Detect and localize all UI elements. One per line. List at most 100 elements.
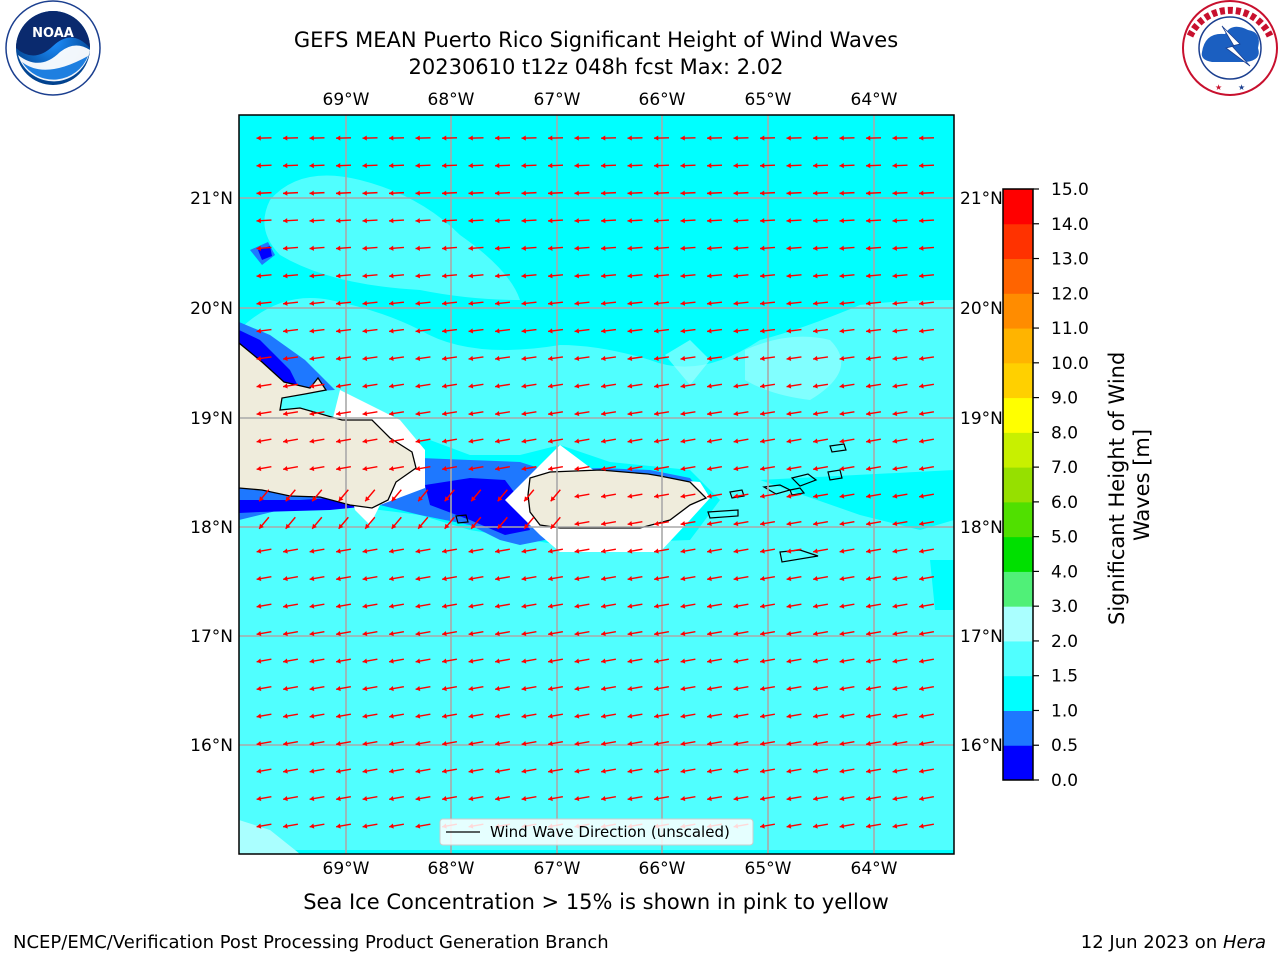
wave-direction-arrowhead — [707, 548, 712, 554]
lat-label-right: 20°N — [960, 299, 1003, 319]
wave-direction-arrowhead — [574, 355, 580, 361]
wave-direction-arrowhead — [866, 796, 871, 802]
wave-direction-arrowhead — [415, 218, 420, 224]
wave-direction-arrowhead — [601, 273, 606, 279]
wave-direction-arrowhead — [707, 328, 712, 334]
wave-direction-arrowhead — [627, 466, 633, 472]
wave-direction-arrowhead — [336, 466, 341, 472]
wave-direction-arrowhead — [574, 576, 580, 582]
wave-direction-arrowhead — [839, 741, 845, 747]
wave-direction-arrowhead — [256, 631, 262, 637]
wave-direction-arrowhead — [283, 328, 288, 334]
wave-direction-arrowhead — [471, 496, 476, 502]
wave-direction-arrowhead — [707, 300, 712, 306]
wave-direction-arrowhead — [786, 686, 792, 692]
wave-direction-arrowhead — [733, 218, 738, 224]
wave-direction-arrowhead — [283, 768, 288, 774]
wave-direction-arrowhead — [468, 218, 473, 224]
wave-direction-arrowhead — [786, 521, 792, 527]
wave-direction-arrowhead — [442, 658, 447, 664]
wave-direction-arrowhead — [733, 796, 739, 802]
wave-direction-arrowhead — [521, 218, 526, 224]
wave-direction-arrowhead — [707, 218, 712, 224]
wave-direction-arrowhead — [627, 658, 633, 664]
wave-direction-arrowhead — [892, 383, 898, 389]
wave-direction-arrowhead — [442, 273, 447, 279]
wave-direction-arrowhead — [309, 466, 315, 472]
wave-direction-arrowhead — [256, 355, 262, 361]
wave-direction-arrowhead — [548, 686, 553, 692]
wave-direction-arrowhead — [389, 300, 394, 306]
wave-direction-arrowhead — [574, 328, 580, 334]
wave-direction-arrowhead — [680, 548, 686, 554]
wave-direction-arrowhead — [574, 190, 579, 196]
colorbar-segment — [1003, 328, 1033, 364]
wave-direction-arrowhead — [309, 548, 315, 554]
wave-direction-arrowhead — [521, 300, 527, 306]
lat-label-left: 16°N — [190, 736, 233, 756]
wave-direction-arrowhead — [760, 273, 765, 279]
wave-direction-arrowhead — [336, 410, 341, 417]
wave-direction-arrowhead — [760, 383, 765, 389]
wave-direction-arrowhead — [680, 355, 686, 361]
colorbar-tick-label: 0.5 — [1051, 736, 1078, 756]
wave-direction-arrowhead — [919, 438, 924, 444]
wave-direction-arrowhead — [442, 163, 447, 169]
wave-direction-arrowhead — [601, 603, 606, 609]
lat-label-left: 17°N — [190, 627, 233, 647]
wave-direction-arrowhead — [892, 328, 898, 334]
wave-direction-arrowhead — [601, 658, 606, 664]
wave-direction-arrowhead — [574, 493, 580, 499]
wave-direction-arrowhead — [468, 713, 474, 719]
wave-direction-arrowhead — [627, 768, 633, 774]
wave-direction-arrowhead — [760, 355, 765, 361]
wave-direction-arrowhead — [733, 686, 739, 692]
wave-direction-arrowhead — [813, 163, 818, 169]
wave-direction-arrowhead — [627, 245, 632, 251]
wave-direction-arrowhead — [365, 523, 370, 529]
wave-direction-arrowhead — [336, 328, 341, 334]
wave-direction-arrowhead — [760, 135, 765, 141]
wave-direction-arrowhead — [733, 658, 739, 664]
wave-direction-arrowhead — [866, 713, 871, 719]
colorbar-segment — [1003, 189, 1033, 225]
wave-direction-arrowhead — [654, 548, 659, 554]
wave-direction-arrowhead — [415, 796, 421, 802]
wave-direction-arrowhead — [733, 245, 738, 251]
wave-direction-arrowhead — [415, 686, 421, 692]
wave-direction-arrowhead — [362, 383, 368, 389]
wave-direction-arrowhead — [680, 300, 686, 306]
wave-direction-arrowhead — [415, 576, 421, 582]
wave-direction-arrowhead — [813, 190, 818, 196]
wave-direction-arrowhead — [574, 163, 579, 169]
wave-direction-arrowhead — [707, 245, 712, 251]
wave-direction-arrowhead — [471, 523, 476, 529]
wave-direction-arrowhead — [707, 603, 712, 609]
lat-label-left: 20°N — [190, 299, 233, 319]
wave-direction-arrowhead — [733, 521, 739, 527]
wave-direction-arrowhead — [256, 796, 262, 802]
wave-direction-arrowhead — [733, 768, 739, 774]
wave-direction-arrowhead — [283, 218, 288, 224]
wave-direction-arrowhead — [866, 631, 871, 637]
wave-direction-arrowhead — [733, 466, 739, 472]
wave-direction-arrowhead — [309, 135, 314, 141]
colorbar-tick-label: 5.0 — [1051, 528, 1078, 548]
wave-direction-arrowhead — [733, 631, 739, 637]
wave-direction-arrowhead — [892, 796, 898, 802]
wave-direction-arrowhead — [256, 245, 261, 251]
wave-direction-arrowhead — [707, 658, 712, 664]
wave-direction-arrowhead — [548, 466, 553, 472]
wave-direction-arrowhead — [601, 631, 606, 637]
wave-direction-arrowhead — [256, 686, 262, 692]
wave-direction-arrowhead — [839, 493, 845, 499]
wave-direction-arrowhead — [548, 383, 553, 389]
svg-text:★: ★ — [1238, 83, 1245, 92]
wave-direction-arrowhead — [574, 273, 580, 279]
wave-direction-arrowhead — [627, 163, 632, 169]
wave-direction-arrowhead — [256, 548, 262, 554]
wave-direction-arrowhead — [680, 163, 685, 169]
wave-direction-arrowhead — [866, 658, 871, 664]
wave-direction-arrowhead — [707, 466, 712, 472]
wave-direction-arrowhead — [574, 466, 580, 472]
